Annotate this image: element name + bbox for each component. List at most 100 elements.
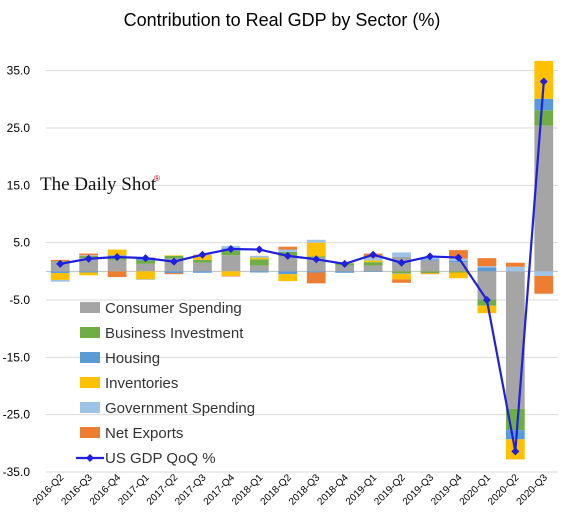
bar-inventories xyxy=(392,273,411,280)
bar-business-investment xyxy=(392,271,411,274)
legend-swatch-net-exports xyxy=(80,427,100,438)
bar-consumer-spending xyxy=(477,271,497,300)
y-tick-label: -15.0 xyxy=(3,350,31,364)
watermark-mark: ® xyxy=(154,174,160,183)
bar-business-investment xyxy=(420,271,440,274)
bar-housing xyxy=(306,271,326,273)
gdp-point xyxy=(340,259,349,268)
bar-government-spending xyxy=(306,239,326,243)
bar-housing xyxy=(449,261,468,263)
bar-consumer-spending xyxy=(136,263,155,272)
gdp-point xyxy=(454,253,463,262)
gdp-point xyxy=(255,245,264,254)
gdp-line-path xyxy=(60,81,545,452)
bar-net-exports xyxy=(392,279,411,283)
bar-business-investment xyxy=(136,260,155,264)
legend: Consumer Spending Business Investment Hous… xyxy=(76,300,255,467)
bar-housing xyxy=(335,271,355,273)
gdp-point xyxy=(369,250,378,259)
bar-consumer-spending xyxy=(449,262,468,272)
bar-consumer-spending xyxy=(420,260,440,272)
bar-net-exports xyxy=(505,262,525,267)
y-axis: 35.0 25.0 15.0 5.0 -5.0 -15.0 -25.0 -35.0 xyxy=(3,64,31,479)
bar-inventories xyxy=(306,242,326,257)
bar-net-exports xyxy=(420,273,440,275)
y-tick-label: -5.0 xyxy=(9,293,30,307)
bar-housing xyxy=(534,98,554,111)
bar-government-spending xyxy=(136,279,155,280)
bar-net-exports xyxy=(107,271,127,278)
gdp-point xyxy=(539,77,548,86)
bar-inventories xyxy=(79,272,99,276)
bar-government-spending xyxy=(50,279,70,282)
bar-net-exports xyxy=(306,272,326,284)
gdp-point xyxy=(511,447,520,456)
bar-inventories xyxy=(363,260,383,263)
y-tick-label: 25.0 xyxy=(7,121,31,135)
bar-inventories xyxy=(50,273,70,280)
bar-housing xyxy=(193,271,212,273)
bar-housing xyxy=(50,271,70,274)
bar-consumer-spending xyxy=(249,265,269,272)
bar-government-spending xyxy=(534,271,554,276)
bar-government-spending xyxy=(392,252,411,257)
bar-consumer-spending xyxy=(278,256,298,272)
legend-marker-us-gdp-qoq xyxy=(86,454,94,462)
bar-consumer-spending xyxy=(335,265,355,272)
gdp-point xyxy=(482,296,491,304)
bar-government-spending xyxy=(249,255,269,258)
bar-inventories xyxy=(278,274,298,282)
bar-government-spending xyxy=(505,266,525,272)
bar-consumer-spending xyxy=(221,255,241,272)
bar-inventories xyxy=(449,272,468,279)
legend-label-housing: Housing xyxy=(105,350,160,367)
bar-government-spending xyxy=(477,266,497,268)
bar-consumer-spending xyxy=(505,271,525,409)
bar-inventories xyxy=(221,271,241,276)
gridlines xyxy=(46,70,558,473)
bar-inventories xyxy=(107,249,127,256)
bar-inventories xyxy=(420,273,440,274)
bar-housing xyxy=(164,271,184,274)
bar-business-investment xyxy=(249,259,269,266)
gdp-point xyxy=(56,259,65,268)
gdp-point xyxy=(84,254,93,263)
legend-label-government-spending: Government Spending xyxy=(105,400,255,417)
bar-government-spending xyxy=(363,257,383,261)
gdp-point xyxy=(141,254,150,263)
legend-label-net-exports: Net Exports xyxy=(105,425,183,442)
bar-net-exports xyxy=(221,275,241,277)
bar-consumer-spending xyxy=(79,258,99,272)
bar-business-investment xyxy=(164,255,184,259)
y-tick-label: -35.0 xyxy=(3,465,31,479)
bar-housing xyxy=(249,271,269,273)
legend-label-consumer-spending: Consumer Spending xyxy=(105,300,242,317)
legend-swatch-consumer-spending xyxy=(80,302,100,313)
bar-business-investment xyxy=(193,259,212,263)
gdp-point xyxy=(113,253,122,261)
bar-housing xyxy=(477,267,497,272)
legend-label-business-investment: Business Investment xyxy=(105,325,244,342)
bar-housing xyxy=(392,273,411,274)
legend-label-inventories: Inventories xyxy=(105,375,178,392)
legend-label-us-gdp-qoq: US GDP QoQ % xyxy=(105,450,216,467)
bar-net-exports xyxy=(534,275,554,294)
bar-government-spending xyxy=(278,249,298,252)
watermark: The Daily Shot ® xyxy=(40,174,160,195)
bar-business-investment xyxy=(534,110,554,126)
bar-business-investment xyxy=(363,262,383,266)
bar-business-investment xyxy=(449,271,468,273)
watermark-text: The Daily Shot xyxy=(40,174,157,195)
bar-consumer-spending xyxy=(363,265,383,272)
gdp-point xyxy=(283,251,292,260)
gdp-point xyxy=(170,257,178,266)
bar-net-exports xyxy=(164,273,184,275)
bar-consumer-spending xyxy=(107,259,127,272)
gdp-point xyxy=(198,250,207,259)
bar-government-spending xyxy=(193,272,212,274)
y-tick-label: -25.0 xyxy=(3,408,31,422)
y-tick-label: 35.0 xyxy=(7,64,31,78)
gdp-point xyxy=(226,244,235,253)
gdp-point xyxy=(312,255,321,264)
